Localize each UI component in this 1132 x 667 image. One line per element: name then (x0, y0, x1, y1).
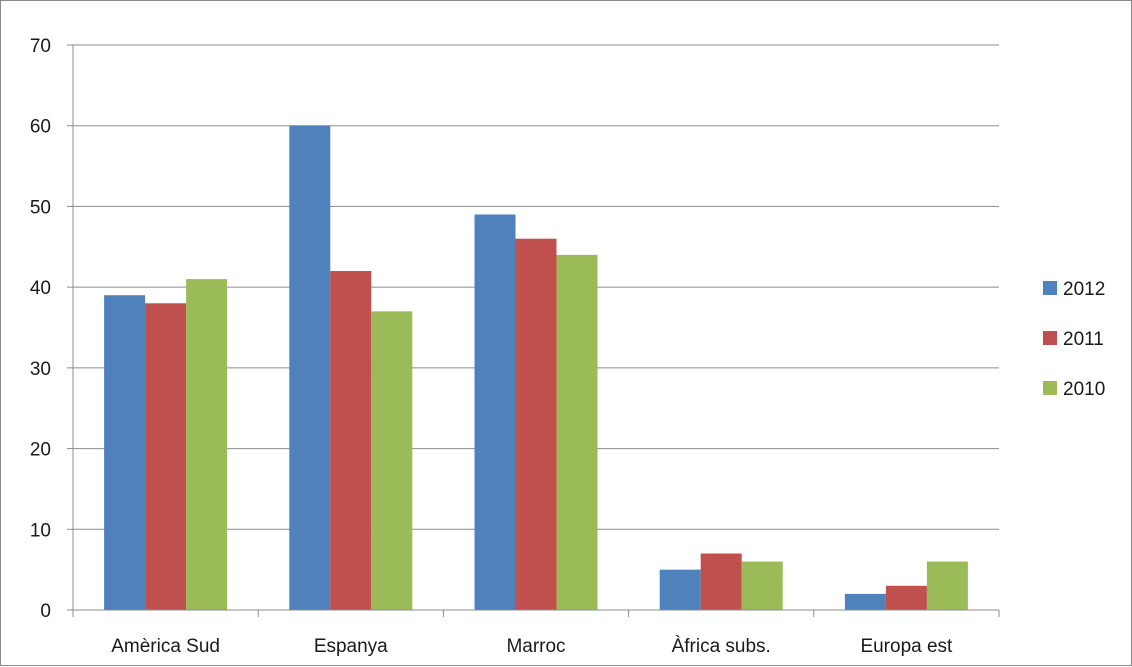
x-tick-label-0: Amèrica Sud (111, 636, 220, 657)
y-tick-label-0: 0 (40, 601, 51, 622)
y-tick-labels: 0 10 20 30 40 50 60 70 (30, 36, 51, 622)
bar-2010-0 (186, 279, 228, 610)
y-tick-label-20: 20 (30, 440, 51, 461)
bar-2012-2 (474, 214, 516, 610)
bar-2011-3 (700, 553, 742, 610)
bar-2012-4 (844, 593, 886, 610)
bar-2011-4 (885, 585, 927, 610)
y-tick-label-70: 70 (30, 36, 51, 57)
bar-2011-2 (515, 238, 557, 610)
x-tick-label-4: Europa est (860, 636, 953, 657)
axes (67, 44, 1000, 617)
bar-2011-0 (145, 303, 187, 610)
bar-2010-2 (556, 254, 598, 610)
bar-2012-1 (289, 125, 331, 610)
x-tick-label-2: Marroc (506, 636, 565, 657)
legend-label-2011: 2011 (1063, 329, 1104, 350)
y-tick-label-40: 40 (30, 278, 51, 299)
bar-2010-3 (741, 561, 783, 610)
legend-swatch-2010 (1043, 381, 1057, 395)
bar-2010-4 (926, 561, 968, 610)
bar-2010-1 (371, 311, 413, 610)
y-tick-label-60: 60 (30, 117, 51, 138)
x-tick-labels: Amèrica Sud Espanya Marroc Àfrica subs. Euro… (111, 636, 953, 657)
bar-2011-1 (330, 271, 372, 610)
legend-swatch-2012 (1043, 281, 1057, 295)
bars (104, 125, 968, 610)
y-tick-label-10: 10 (30, 520, 51, 541)
x-tick-label-3: Àfrica subs. (672, 636, 771, 657)
legend-label-2010: 2010 (1063, 379, 1105, 400)
legend-swatch-2011 (1043, 331, 1057, 345)
legend-label-2012: 2012 (1063, 279, 1105, 300)
y-tick-label-50: 50 (30, 197, 51, 218)
bar-2012-3 (659, 569, 701, 610)
x-tick-label-1: Espanya (314, 636, 388, 657)
bar-2012-0 (104, 295, 146, 610)
y-tick-label-30: 30 (30, 359, 51, 380)
legend: 2012 2011 2010 (1043, 279, 1105, 400)
